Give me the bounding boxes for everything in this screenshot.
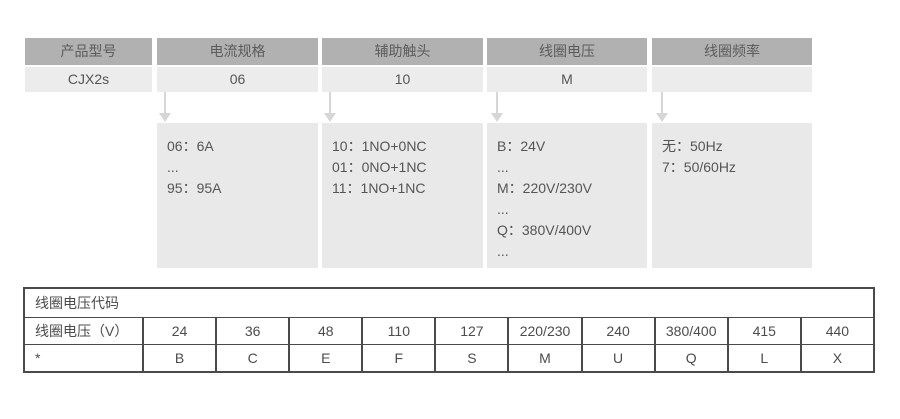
column-aux-contact: 辅助触头 10 — [322, 38, 483, 92]
detail-line: 10：1NO+0NC — [332, 138, 427, 154]
detail-line: ... — [167, 159, 179, 175]
detail-line: ... — [497, 159, 509, 175]
arrow-shaft — [164, 92, 166, 113]
arrow-shaft — [329, 92, 331, 113]
code-cell: E — [288, 344, 364, 373]
table-row: * B C E F S M U Q L X — [23, 344, 876, 373]
column-value: 10 — [322, 67, 483, 92]
code-cell: Q — [653, 344, 729, 373]
coil-voltage-code-table: 线圈电压代码 线圈电压（V） 24 36 48 110 127 220/230 … — [23, 287, 876, 373]
detail-box-coil-frequency: 无：50Hz 7：50/60Hz — [652, 123, 812, 268]
arrow-head — [656, 113, 668, 122]
code-cell: M — [507, 344, 583, 373]
code-cell: C — [215, 344, 291, 373]
arrow-shaft — [661, 92, 663, 113]
detail-line: 11：1NO+1NC — [332, 180, 426, 196]
voltage-cell: 36 — [215, 317, 291, 345]
voltage-cell: 220/230 — [507, 317, 583, 345]
column-value — [652, 67, 812, 92]
detail-line: 06：6A — [167, 138, 214, 154]
column-header-label: 辅助触头 — [322, 38, 483, 65]
column-current-spec: 电流规格 06 — [157, 38, 318, 92]
column-value: CJX2s — [25, 67, 152, 92]
column-value: 06 — [157, 67, 318, 92]
table-title: 线圈电压代码 — [23, 287, 875, 318]
arrow-head — [324, 113, 336, 122]
table-row: 线圈电压（V） 24 36 48 110 127 220/230 240 380… — [23, 317, 876, 345]
down-arrow-icon — [159, 92, 171, 122]
detail-line: B：24V — [497, 138, 546, 154]
voltage-cell: 48 — [288, 317, 364, 345]
voltage-cell: 24 — [141, 317, 218, 345]
arrow-head — [159, 113, 171, 122]
arrow-shaft — [496, 92, 498, 113]
voltage-cell: 380/400 — [653, 317, 729, 345]
detail-line: Q：380V/400V — [497, 222, 592, 238]
code-cell: U — [580, 344, 656, 373]
code-cell: L — [726, 344, 802, 373]
voltage-cell: 127 — [434, 317, 510, 345]
arrow-head — [491, 113, 503, 122]
column-header-label: 电流规格 — [157, 38, 318, 65]
voltage-cell: 110 — [361, 317, 437, 345]
voltage-cell: 440 — [799, 317, 876, 345]
detail-line: 7：50/60Hz — [662, 159, 736, 175]
detail-box-aux-contact: 10：1NO+0NC 01：0NO+1NC 11：1NO+1NC — [322, 123, 483, 268]
voltage-row-header: 线圈电压（V） — [23, 317, 144, 345]
column-value: M — [487, 67, 647, 92]
column-coil-voltage: 线圈电压 M — [487, 38, 647, 92]
table-title-row: 线圈电压代码 — [23, 287, 875, 318]
voltage-cell: 415 — [726, 317, 802, 345]
down-arrow-icon — [491, 92, 503, 122]
down-arrow-icon — [656, 92, 668, 122]
voltage-cell: 240 — [580, 317, 656, 345]
detail-line: ... — [497, 243, 509, 259]
column-header-label: 产品型号 — [25, 38, 152, 65]
down-arrow-icon — [324, 92, 336, 122]
column-product-model: 产品型号 CJX2s — [25, 38, 152, 92]
column-header-label: 线圈电压 — [487, 38, 647, 65]
detail-box-coil-voltage: B：24V ... M：220V/230V ... Q：380V/400V ..… — [487, 123, 647, 268]
detail-box-current-spec: 06：6A ... 95：95A — [157, 123, 318, 268]
detail-line: 01：0NO+1NC — [332, 159, 427, 175]
code-cell: S — [434, 344, 510, 373]
detail-line: M：220V/230V — [497, 180, 592, 196]
column-coil-frequency: 线圈频率 — [652, 38, 812, 92]
code-cell: B — [141, 344, 218, 373]
code-cell: X — [799, 344, 876, 373]
code-row-header: * — [23, 344, 144, 373]
column-header-label: 线圈频率 — [652, 38, 812, 65]
detail-line: 无：50Hz — [662, 138, 723, 154]
detail-line: 95：95A — [167, 180, 222, 196]
detail-line: ... — [497, 201, 509, 217]
code-cell: F — [361, 344, 437, 373]
